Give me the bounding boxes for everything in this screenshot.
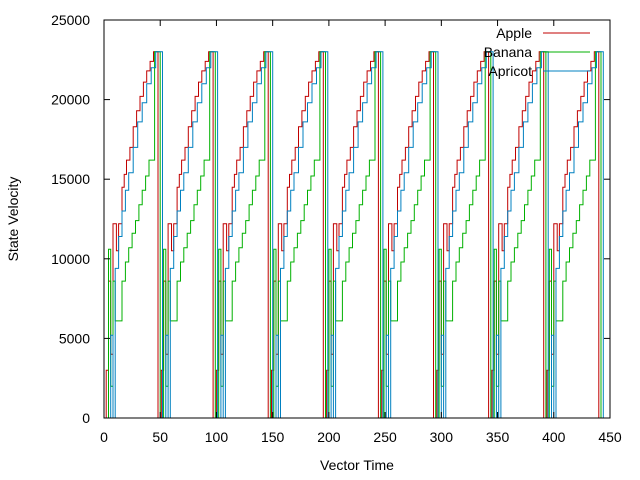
ticks-layer: 0 50 100 150 200 250 300 350 400 450 0 5000 10000 150…	[51, 12, 622, 445]
x-tick-label: 0	[100, 429, 108, 445]
y-tick-label: 5000	[59, 330, 90, 346]
x-tick-label: 50	[152, 429, 168, 445]
x-axis-title: Vector Time	[320, 457, 394, 473]
y-tick-label: 0	[82, 410, 90, 426]
series-line-banana	[106, 51, 602, 419]
series-line-apricot	[108, 51, 604, 419]
x-tick-label: 400	[542, 429, 566, 445]
series-layer	[104, 51, 604, 419]
legend-label-banana: Banana	[484, 44, 532, 60]
y-tick-label: 15000	[51, 171, 90, 187]
legend: Apple Banana Apricot	[484, 25, 590, 79]
legend-label-apricot: Apricot	[488, 63, 532, 79]
series-line-apple	[104, 51, 600, 419]
y-tick-label: 25000	[51, 12, 90, 28]
x-tick-label: 350	[486, 429, 510, 445]
y-tick-label: 10000	[51, 251, 90, 267]
x-tick-label: 300	[430, 429, 454, 445]
x-tick-label: 250	[373, 429, 397, 445]
legend-label-apple: Apple	[496, 25, 532, 41]
plot-frame	[103, 19, 611, 419]
x-tick-label: 150	[261, 429, 285, 445]
x-tick-label: 100	[205, 429, 229, 445]
x-tick-label: 450	[598, 429, 622, 445]
y-axis-title: State Velocity	[5, 177, 21, 262]
x-tick-label: 200	[317, 429, 341, 445]
y-tick-label: 20000	[51, 92, 90, 108]
